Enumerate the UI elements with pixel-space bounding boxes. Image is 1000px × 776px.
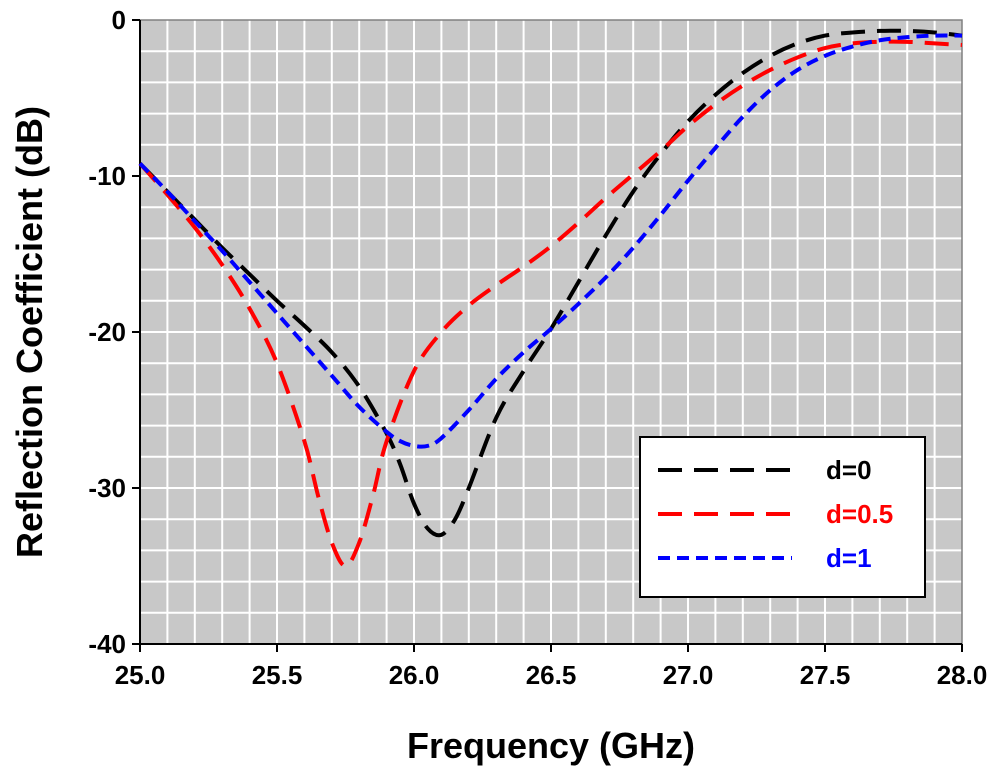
y-tick-label: -40 — [88, 629, 126, 659]
legend-label: d=1 — [826, 543, 872, 573]
x-tick-label: 27.0 — [663, 660, 714, 690]
x-tick-label: 28.0 — [937, 660, 988, 690]
series-line-d-0 — [138, 28, 963, 538]
x-tick-label: 27.5 — [800, 660, 851, 690]
y-tick-label: 0 — [112, 5, 126, 35]
y-axis-title: Reflection Coefficient (dB) — [9, 106, 50, 558]
axes: 25.0 25.5 26.0 26.5 27.0 27.5 28.0 0 -10 -20 -30 -4… — [88, 5, 987, 690]
x-tick-label: 25.5 — [252, 660, 303, 690]
series-line-d-0-5 — [138, 39, 963, 568]
x-tick-label: 25.0 — [115, 660, 166, 690]
data-series — [138, 28, 963, 568]
legend-label: d=0.5 — [826, 499, 893, 529]
legend: d=0 d=0.5 d=1 — [639, 436, 926, 598]
x-tick-label: 26.0 — [389, 660, 440, 690]
y-tick-label: -30 — [88, 473, 126, 503]
y-tick-label: -20 — [88, 317, 126, 347]
legend-label: d=0 — [826, 455, 872, 485]
y-tick-label: -10 — [88, 161, 126, 191]
x-axis-title: Frequency (GHz) — [407, 725, 695, 766]
x-tick-label: 26.5 — [526, 660, 577, 690]
series-line-d-1 — [138, 33, 963, 449]
legend-box — [639, 436, 926, 598]
